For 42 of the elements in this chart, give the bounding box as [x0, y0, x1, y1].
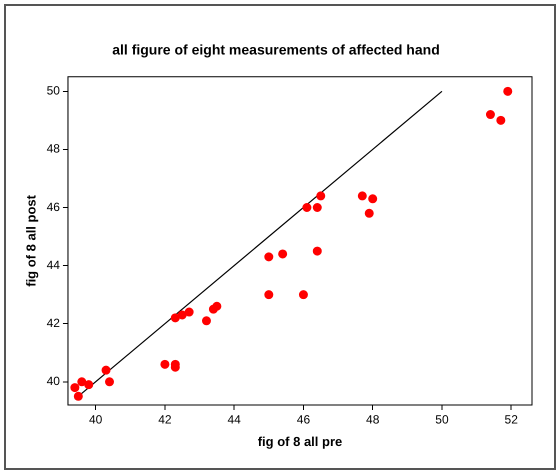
point: [105, 377, 114, 386]
point: [312, 246, 322, 256]
point: [264, 290, 274, 300]
point: [312, 203, 322, 212]
point: [486, 110, 495, 120]
point: [368, 194, 378, 204]
point: [160, 360, 170, 369]
point: [264, 252, 274, 262]
point: [184, 308, 194, 317]
point: [298, 290, 308, 300]
point: [70, 383, 80, 392]
point: [102, 366, 111, 375]
point: [278, 249, 288, 258]
x-tick-label: 50: [435, 412, 449, 427]
point: [84, 380, 94, 390]
y-tick-label: 44: [46, 258, 60, 272]
y-tick-label: 50: [46, 84, 60, 98]
point: [364, 208, 374, 218]
x-axis-title: fig of 8 all pre: [258, 434, 342, 449]
point: [74, 392, 83, 401]
x-tick-label: 44: [227, 412, 242, 427]
y-tick-label: 42: [46, 316, 60, 330]
point: [358, 191, 367, 200]
x-tick-label: 46: [296, 412, 310, 427]
y-tick-label: 40: [46, 374, 60, 388]
point: [170, 313, 180, 322]
y-axis-title: fig of 8 all post: [23, 194, 38, 287]
point: [178, 310, 187, 320]
point: [202, 316, 211, 326]
y-tick-label: 46: [46, 200, 60, 214]
point: [212, 302, 222, 311]
y-tick-label: 48: [46, 142, 60, 156]
x-tick-label: 48: [366, 412, 380, 427]
x-tick-label: 40: [88, 412, 103, 427]
x-tick-label: 42: [158, 412, 172, 427]
x-tick-label: 52: [504, 412, 518, 427]
point: [503, 86, 512, 96]
point: [316, 191, 326, 200]
point: [496, 116, 506, 125]
chart-title: all figure of eight measurements of affected hand: [112, 41, 440, 58]
point: [77, 377, 86, 386]
point: [302, 203, 312, 212]
